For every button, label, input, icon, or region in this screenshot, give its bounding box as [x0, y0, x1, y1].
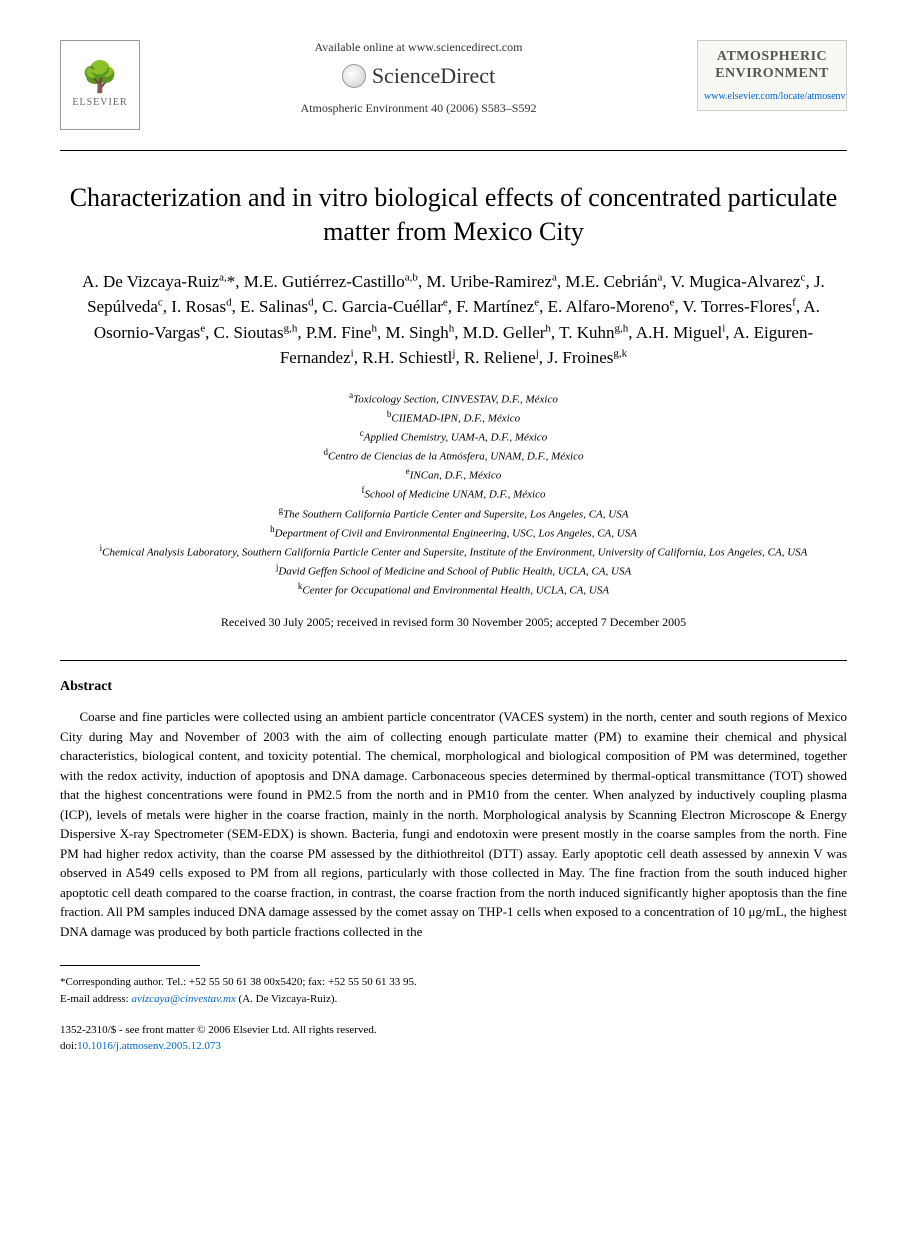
- affiliation-item: fSchool of Medicine UNAM, D.F., México: [60, 484, 847, 503]
- email-label: E-mail address:: [60, 993, 129, 1005]
- elsevier-tree-icon: 🌳: [81, 63, 118, 93]
- affiliation-item: iChemical Analysis Laboratory, Southern …: [60, 542, 847, 561]
- affiliation-item: gThe Southern California Particle Center…: [60, 504, 847, 523]
- journal-name-line2: ENVIRONMENT: [715, 66, 829, 81]
- abstract-text: Coarse and fine particles were collected…: [60, 707, 847, 941]
- affiliation-item: kCenter for Occupational and Environment…: [60, 580, 847, 599]
- abstract-top-rule: [60, 660, 847, 661]
- center-header: Available online at www.sciencedirect.co…: [140, 40, 697, 116]
- email-line: E-mail address: avizcaya@cinvestav.mx (A…: [60, 991, 847, 1008]
- article-title: Characterization and in vitro biological…: [60, 181, 847, 249]
- copyright-block: 1352-2310/$ - see front matter © 2006 El…: [60, 1023, 847, 1054]
- available-online-text: Available online at www.sciencedirect.co…: [160, 40, 677, 55]
- top-rule: [60, 150, 847, 151]
- sciencedirect-icon: [342, 64, 366, 88]
- doi-line: doi:10.1016/j.atmosenv.2005.12.073: [60, 1039, 847, 1054]
- doi-link[interactable]: 10.1016/j.atmosenv.2005.12.073: [77, 1040, 221, 1052]
- journal-name-line1: ATMOSPHERIC: [717, 49, 827, 64]
- article-dates: Received 30 July 2005; received in revis…: [60, 615, 847, 630]
- affiliation-item: jDavid Geffen School of Medicine and Sch…: [60, 561, 847, 580]
- abstract-heading: Abstract: [60, 679, 847, 695]
- copyright-line: 1352-2310/$ - see front matter © 2006 El…: [60, 1023, 847, 1038]
- footnote-rule: [60, 965, 200, 966]
- affiliation-item: aToxicology Section, CINVESTAV, D.F., Mé…: [60, 389, 847, 408]
- journal-link[interactable]: www.elsevier.com/locate/atmosenv: [704, 91, 840, 102]
- header-row: 🌳 ELSEVIER Available online at www.scien…: [60, 40, 847, 130]
- doi-label: doi:: [60, 1040, 77, 1052]
- journal-name: ATMOSPHERIC ENVIRONMENT: [704, 49, 840, 83]
- email-author-name: (A. De Vizcaya-Ruiz).: [239, 993, 338, 1005]
- footnotes: *Corresponding author. Tel.: +52 55 50 6…: [60, 974, 847, 1007]
- sciencedirect-logo: ScienceDirect: [160, 63, 677, 89]
- affiliation-item: dCentro de Ciencias de la Atmósfera, UNA…: [60, 446, 847, 465]
- journal-box: ATMOSPHERIC ENVIRONMENT www.elsevier.com…: [697, 40, 847, 111]
- affiliation-item: cApplied Chemistry, UAM-A, D.F., México: [60, 427, 847, 446]
- affiliation-item: hDepartment of Civil and Environmental E…: [60, 523, 847, 542]
- affiliation-item: bCIIEMAD-IPN, D.F., México: [60, 408, 847, 427]
- elsevier-logo: 🌳 ELSEVIER: [60, 40, 140, 130]
- sciencedirect-text: ScienceDirect: [372, 63, 495, 89]
- affiliations-list: aToxicology Section, CINVESTAV, D.F., Mé…: [60, 389, 847, 600]
- corresponding-author-note: *Corresponding author. Tel.: +52 55 50 6…: [60, 974, 847, 991]
- journal-reference: Atmospheric Environment 40 (2006) S583–S…: [160, 101, 677, 116]
- elsevier-label: ELSEVIER: [72, 97, 127, 108]
- affiliation-item: eINCan, D.F., México: [60, 465, 847, 484]
- authors-list: A. De Vizcaya-Ruiza,*, M.E. Gutiérrez-Ca…: [60, 269, 847, 371]
- corresponding-email[interactable]: avizcaya@cinvestav.mx: [131, 993, 235, 1005]
